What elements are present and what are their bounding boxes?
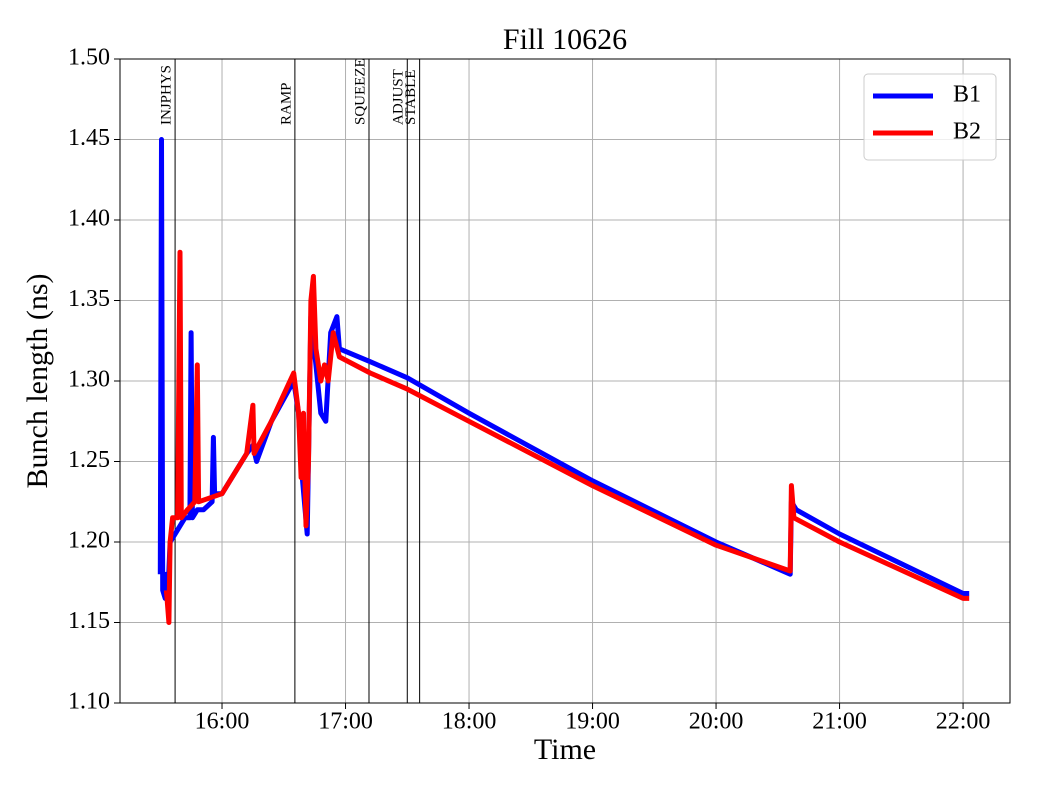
x-tick-label: 18:00 (442, 709, 497, 735)
phase-label: STABLE (403, 70, 419, 125)
phase-label: INJPHYS (159, 65, 175, 125)
y-tick-label: 1.40 (68, 206, 110, 232)
legend-label: B1 (953, 82, 981, 108)
x-tick-label: 16:00 (195, 709, 250, 735)
y-tick-label: 1.15 (68, 608, 110, 634)
y-tick-label: 1.25 (68, 447, 110, 473)
phase-label: ADJUST (391, 69, 407, 125)
x-tick-label: 19:00 (565, 709, 620, 735)
y-tick-label: 1.20 (68, 528, 110, 554)
y-tick-label: 1.45 (68, 125, 110, 151)
phase-label: RAMP (278, 82, 294, 125)
x-tick-label: 21:00 (812, 709, 867, 735)
series-line (163, 249, 970, 625)
y-tick-label: 1.50 (68, 45, 110, 71)
plot-frame (119, 58, 1011, 704)
chart-title: Fill 10626 (503, 23, 627, 56)
y-tick-label: 1.35 (68, 286, 110, 312)
y-axis-label: Bunch length (ns) (21, 274, 54, 489)
x-tick-label: 17:00 (318, 709, 373, 735)
y-tick-label: 1.30 (68, 367, 110, 393)
y-tick-label: 1.10 (68, 689, 110, 715)
x-tick-label: 20:00 (689, 709, 744, 735)
phase-label: SQUEEZE (352, 58, 368, 125)
x-tick-label: 22:00 (936, 709, 991, 735)
series-line (157, 137, 970, 601)
x-axis-label: Time (534, 733, 596, 766)
legend-label: B2 (953, 119, 981, 145)
